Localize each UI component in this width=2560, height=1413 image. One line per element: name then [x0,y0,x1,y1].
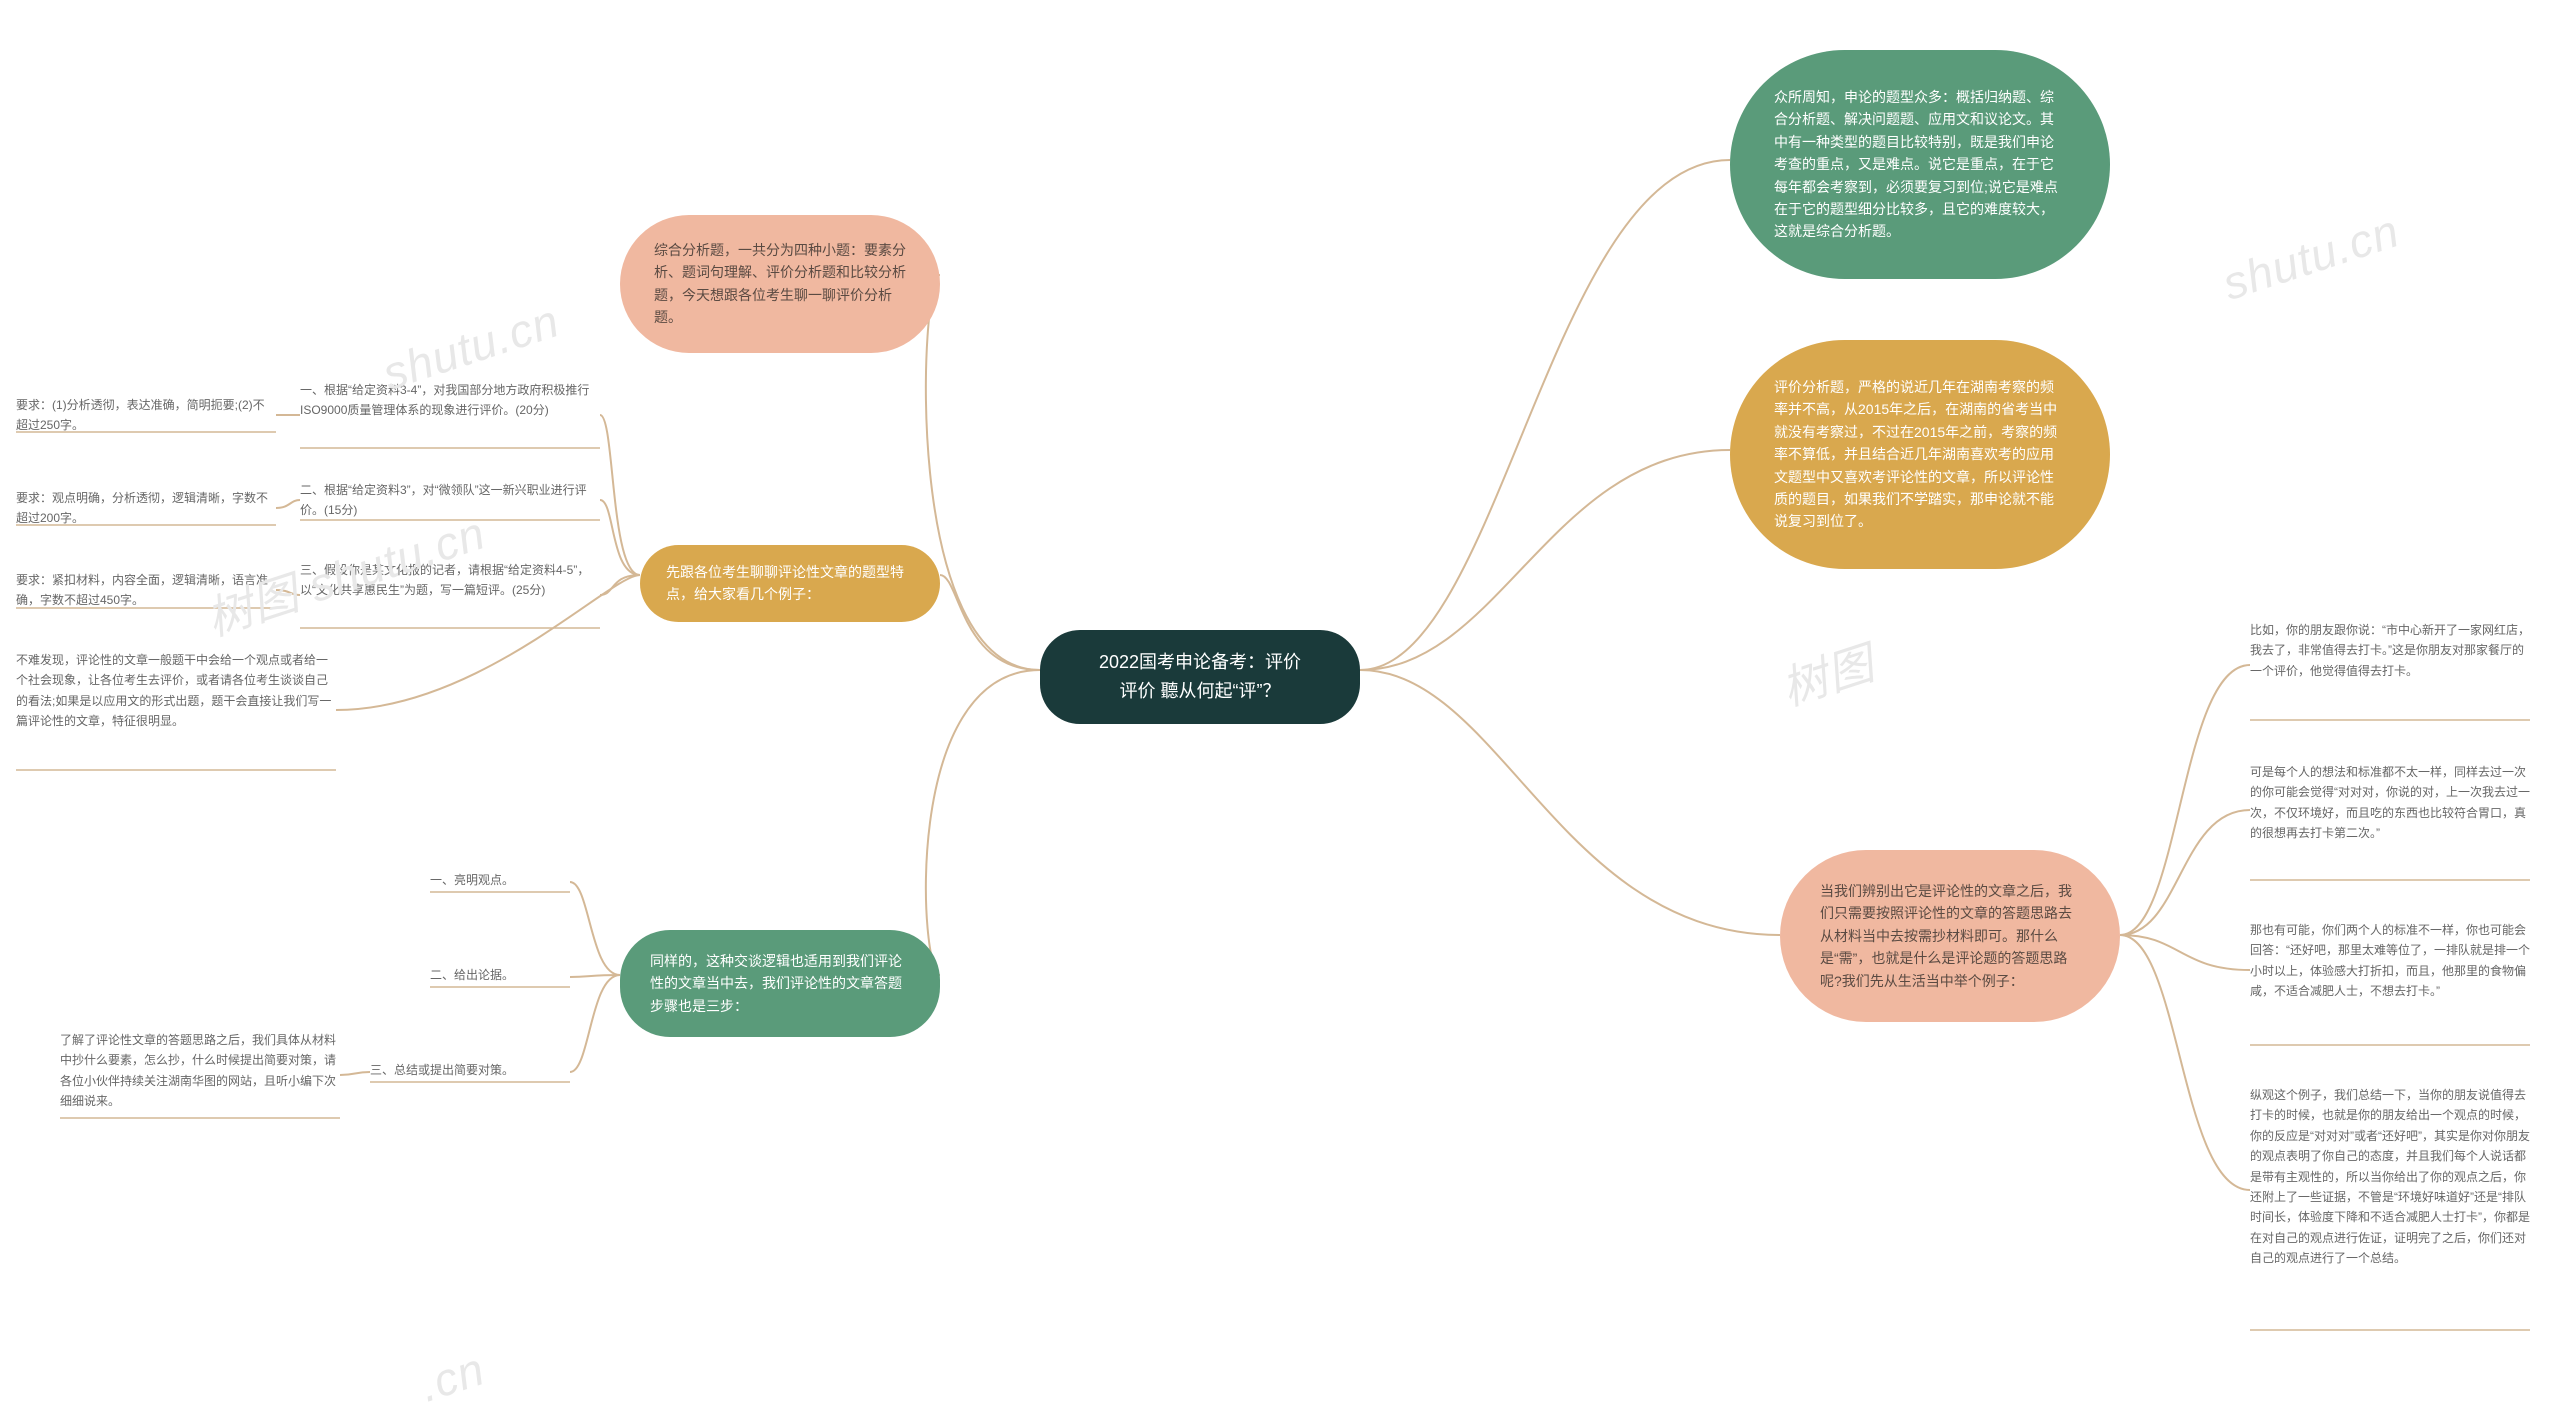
right-node-2: 评价分析题，严格的说近几年在湖南考察的频率并不高，从2015年之后，在湖南的省考… [1730,340,2110,569]
left-node-3: 同样的，这种交谈逻辑也适用到我们评论性的文章当中去，我们评论性的文章答题步骤也是… [620,930,940,1037]
left-node-1: 综合分析题，一共分为四种小题：要素分析、题词句理解、评价分析题和比较分析题，今天… [620,215,940,353]
left2-mid-2: 二、根据“给定资料3”，对“微领队”这一新兴职业进行评价。(15分) [300,480,600,521]
left2-leaf-1: 要求：(1)分析透彻，表达准确，简明扼要;(2)不超过250字。 [16,395,276,436]
left2-leaf-2: 要求：观点明确，分析透彻，逻辑清晰，字数不超过200字。 [16,488,276,529]
left2-mid-4: 不难发现，评论性的文章一般题干中会给一个观点或者给一个社会现象，让各位考生去评价… [16,650,336,732]
left3-mid-2: 二、给出论据。 [430,965,570,985]
left3-mid-1: 一、亮明观点。 [430,870,570,890]
watermark: .cn [413,1341,491,1412]
left3-mid-3: 三、总结或提出简要对策。 [370,1060,570,1080]
watermark: 树图 [1772,627,1882,719]
right-leaf-4: 纵观这个例子，我们总结一下，当你的朋友说值得去打卡的时候，也就是你的朋友给出一个… [2250,1085,2530,1269]
right-node-1: 众所周知，申论的题型众多：概括归纳题、综合分析题、解决问题题、应用文和议论文。其… [1730,50,2110,279]
left3-leaf-3: 了解了评论性文章的答题思路之后，我们具体从材料中抄什么要素，怎么抄，什么时候提出… [60,1030,340,1112]
left-node-2: 先跟各位考生聊聊评论性文章的题型特点，给大家看几个例子： [640,545,940,622]
right-node-3: 当我们辨别出它是评论性的文章之后，我们只需要按照评论性的文章的答题思路去从材料当… [1780,850,2120,1022]
left2-mid-3: 三、假设你是某文化报的记者，请根据“给定资料4-5”，以“文化共享惠民生”为题，… [300,560,600,601]
watermark: shutu.cn [2216,203,2406,311]
right-leaf-2: 可是每个人的想法和标准都不太一样，同样去过一次的你可能会觉得“对对对，你说的对，… [2250,762,2530,844]
left2-leaf-3: 要求：紧扣材料，内容全面，逻辑清晰，语言准确，字数不超过450字。 [16,570,276,611]
left2-mid-1: 一、根据“给定资料3-4”，对我国部分地方政府积极推行ISO9000质量管理体系… [300,380,600,421]
right-leaf-3: 那也有可能，你们两个人的标准不一样，你也可能会回答：“还好吧，那里太难等位了，一… [2250,920,2530,1002]
center-node: 2022国考申论备考：评价评价 聽从何起“评”？ [1040,630,1360,724]
right-leaf-1: 比如，你的朋友跟你说：“市中心新开了一家网红店，我去了，非常值得去打卡。”这是你… [2250,620,2530,681]
